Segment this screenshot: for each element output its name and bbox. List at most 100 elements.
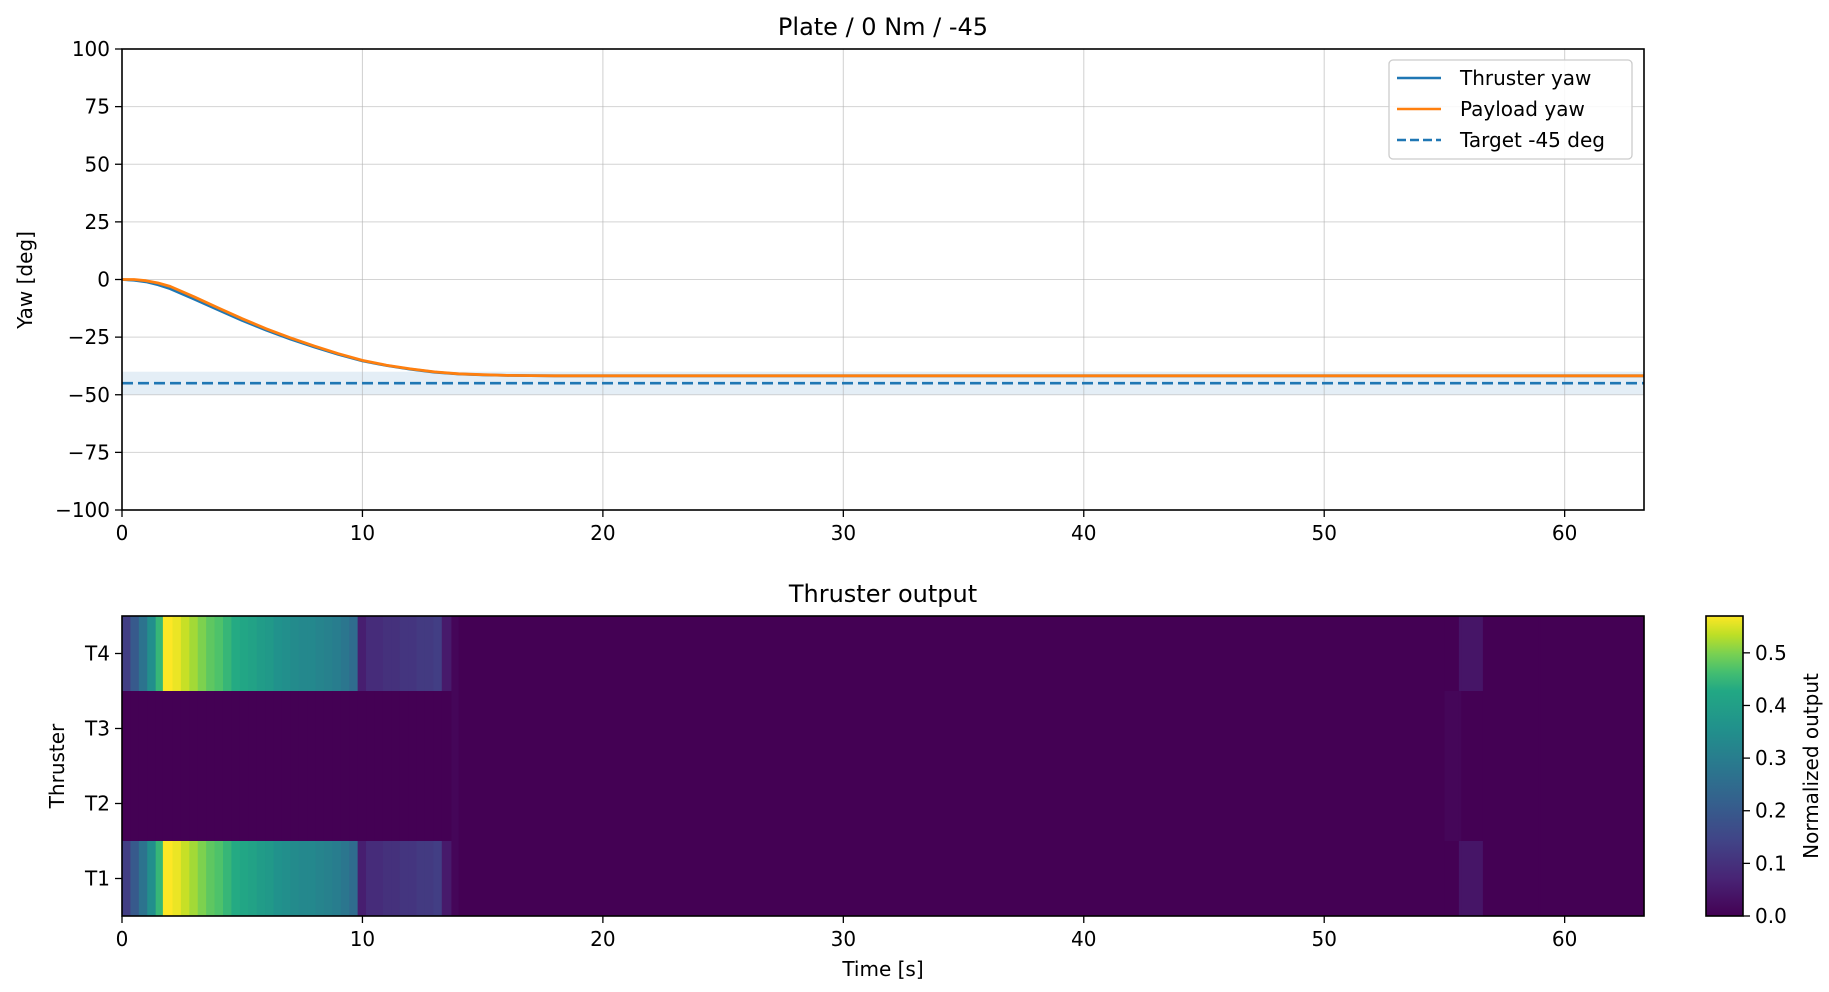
heatmap-cell-t1 [340, 841, 350, 917]
heatmap-cell-t3 [366, 691, 376, 767]
heatmap-cell-t2 [458, 766, 1446, 842]
heatmap-cell-t4 [441, 616, 453, 692]
heatmap-cell-t3 [408, 691, 418, 767]
colorbar: 0.0 0.1 0.2 0.3 0.4 0.5 Normalized output [1705, 615, 1823, 928]
heatmap-cell-t3 [239, 691, 249, 767]
legend: Thruster yaw Payload yaw Target -45 deg [1388, 59, 1633, 160]
heatmap-cell-t1 [214, 841, 224, 917]
heatmap-cell-t4 [433, 616, 443, 692]
heatmap-cell-t1 [332, 841, 342, 917]
yaw-series-group [121, 278, 1644, 385]
heatmap-cell-t1 [416, 841, 426, 917]
heatmap-cell-t3 [155, 691, 164, 767]
heatmap-cell-t4 [1538, 616, 1542, 692]
y-tick-label: −50 [68, 383, 110, 407]
heatmap-cell-t1 [391, 841, 401, 917]
heatmap-cell-t2 [424, 766, 434, 842]
heatmap-cell-t2 [1482, 766, 1539, 842]
heatmap-cell-t3 [138, 691, 148, 767]
yaw-chart-title: Plate / 0 Nm / -45 [778, 13, 988, 41]
heatmap-cell-t1 [122, 841, 132, 917]
heatmap-cell-t4 [357, 616, 367, 692]
heatmap-cell-t2 [162, 766, 174, 842]
heatmap-cell-t1 [290, 841, 300, 917]
heatmap-cell-t3 [281, 691, 291, 767]
heatmap-cell-t3 [290, 691, 300, 767]
x-tick-label: 30 [831, 521, 856, 545]
y-tick-label: −25 [68, 325, 110, 349]
heatmap-cell-t3 [298, 691, 308, 767]
heatmap-x-tick-label: 0 [116, 927, 129, 951]
heatmap-cell-t4 [256, 616, 266, 692]
heatmap-cell-t3 [424, 691, 434, 767]
yaw-y-axis-label: Yaw [deg] [13, 231, 37, 330]
heatmap-cell-t4 [298, 616, 308, 692]
legend-label-payload-yaw: Payload yaw [1460, 97, 1585, 121]
heatmap-cell-t1 [357, 841, 367, 917]
heatmap-cell-t2 [391, 766, 401, 842]
x-tick-label: 10 [350, 521, 375, 545]
heatmap-cell-t4 [1444, 616, 1460, 692]
heatmap-cell-t1 [189, 841, 199, 917]
heatmap-cell-t1 [441, 841, 453, 917]
heatmap-cell-t2 [130, 766, 140, 842]
heatmap-cell-t3 [122, 691, 132, 767]
heatmap-cell-t3 [197, 691, 207, 767]
x-tick-label: 50 [1311, 521, 1336, 545]
heatmap-cell-t4 [399, 616, 409, 692]
heatmap-cell-t4 [349, 616, 359, 692]
heatmap-cell-t2 [231, 766, 241, 842]
heatmap-cell-t3 [1540, 691, 1645, 767]
heatmap-cell-t3 [391, 691, 401, 767]
heatmap-cell-t4 [265, 616, 275, 692]
heatmap-cell-t3 [307, 691, 317, 767]
heatmap-cell-t1 [458, 841, 1446, 917]
legend-box [1388, 59, 1633, 160]
heatmap-cell-t3 [1461, 691, 1484, 767]
heatmap-cell-t4 [451, 616, 460, 692]
row-label-t4: T4 [84, 642, 110, 666]
heatmap-cell-t4 [239, 616, 249, 692]
heatmap-cell-t3 [1444, 691, 1460, 767]
heatmap-cell-t4 [408, 616, 418, 692]
heatmap-cell-t1 [323, 841, 333, 917]
heatmap-cell-t1 [239, 841, 249, 917]
heatmap-cell-t4 [273, 616, 283, 692]
heatmap-cell-t3 [458, 691, 1446, 767]
heatmap-cell-t2 [340, 766, 350, 842]
heatmap-cell-t3 [273, 691, 283, 767]
heatmap-x-tick-label: 50 [1311, 927, 1336, 951]
heatmap-cell-t3 [180, 691, 190, 767]
heatmap-cell-t1 [382, 841, 392, 917]
heatmap-cell-t1 [180, 841, 190, 917]
heatmap-cell-t2 [239, 766, 249, 842]
heatmap-cell-t2 [256, 766, 266, 842]
heatmap-cell-t4 [248, 616, 258, 692]
heatmap-cell-t3 [172, 691, 182, 767]
heatmap-cell-t2 [222, 766, 233, 842]
y-tick-label: 75 [85, 95, 110, 119]
heatmap-cell-t3 [1538, 691, 1542, 767]
heatmap-cell-t3 [349, 691, 359, 767]
payload-yaw-line [122, 278, 1644, 378]
heatmap-cell-t1 [374, 841, 384, 917]
heatmap-cell-t4 [458, 616, 1446, 692]
colorbar-ticks: 0.0 0.1 0.2 0.3 0.4 0.5 [1743, 641, 1787, 928]
yaw-x-ticks: 0 10 20 30 40 50 60 [116, 510, 1577, 545]
heatmap-cell-t1 [366, 841, 376, 917]
heatmap-cell-t4 [214, 616, 224, 692]
heatmap-cell-t1 [162, 841, 174, 917]
heatmap-x-axis-label: Time [s] [841, 957, 923, 981]
legend-label-target: Target -45 deg [1459, 128, 1605, 152]
heatmap-cell-t3 [315, 691, 325, 767]
yaw-y-ticks: 100 75 50 25 0 −25 −50 −75 −100 [55, 37, 122, 522]
heatmap-cell-t4 [155, 616, 164, 692]
y-tick-label: −100 [55, 498, 110, 522]
colorbar-tick-label: 0.3 [1755, 746, 1787, 770]
heatmap-cell-t1 [265, 841, 275, 917]
x-tick-label: 40 [1071, 521, 1096, 545]
colorbar-tick-label: 0.1 [1755, 851, 1787, 875]
heatmap-cell-t2 [399, 766, 409, 842]
heatmap-cell-t3 [382, 691, 392, 767]
